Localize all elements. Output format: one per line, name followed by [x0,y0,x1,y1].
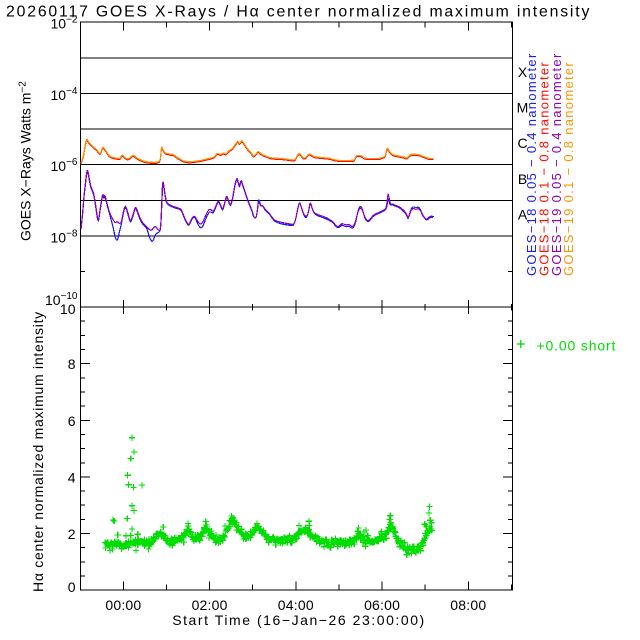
svg-text:00:00: 00:00 [105,597,141,613]
svg-text:2: 2 [68,526,76,542]
svg-text:08:00: 08:00 [450,597,486,613]
svg-text:A: A [518,206,528,222]
svg-text:B: B [518,171,527,187]
svg-text:8: 8 [68,356,76,372]
svg-text:02:00: 02:00 [192,597,228,613]
svg-text:GOES−18 0.1 − 0.8 nanometer: GOES−18 0.1 − 0.8 nanometer [537,61,552,276]
svg-text:06:00: 06:00 [364,597,400,613]
svg-text:10: 10 [60,301,76,317]
svg-text:GOES−19 0.05 − 0.4 nanometer: GOES−19 0.05 − 0.4 nanometer [549,52,564,276]
svg-text:6: 6 [68,413,76,429]
svg-text:Start Time (16−Jan−26 23:00:00: Start Time (16−Jan−26 23:00:00) [172,612,426,628]
svg-text:GOES−19 0.1 − 0.8 nanometer: GOES−19 0.1 − 0.8 nanometer [561,61,576,276]
svg-text:GOES X−Rays Watts m−2: GOES X−Rays Watts m−2 [18,81,34,241]
svg-text:GOES−18 0.05 − 0.4 nanometer: GOES−18 0.05 − 0.4 nanometer [524,52,539,276]
svg-text:04:00: 04:00 [278,597,314,613]
svg-text:C: C [517,135,527,151]
svg-text:0: 0 [68,579,76,595]
svg-text:+0.00 short: +0.00 short [537,338,617,354]
svg-text:20260117 GOES X-Rays / Hα cent: 20260117 GOES X-Rays / Hα center normali… [6,4,591,21]
svg-text:X: X [518,64,528,80]
svg-text:4: 4 [68,469,76,485]
svg-text:Hα center normalized maximum i: Hα center normalized maximum intensity [30,311,46,592]
svg-text:M: M [517,100,529,116]
